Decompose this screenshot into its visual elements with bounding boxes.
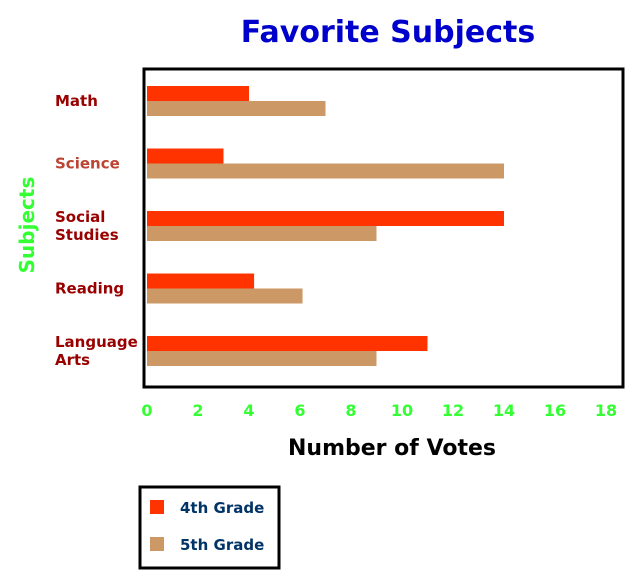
bar-5th-4 (147, 351, 377, 366)
legend-label: 4th Grade (180, 499, 264, 517)
bar-5th-3 (147, 288, 303, 304)
x-tick-label: 14 (493, 401, 515, 420)
bar-5th-0 (147, 101, 326, 116)
legend-swatch (150, 500, 164, 514)
bar-4th-2 (147, 211, 504, 226)
x-tick-label: 10 (391, 401, 413, 420)
bar-5th-2 (147, 226, 377, 241)
x-tick-label: 18 (595, 401, 617, 420)
category-label: Social (55, 208, 105, 226)
x-tick-labels: 0 2 4 6 8 10 12 14 16 18 (141, 401, 617, 420)
x-tick-label: 16 (544, 401, 566, 420)
x-tick-label: 6 (294, 401, 305, 420)
legend: 4th Grade 5th Grade (138, 485, 281, 570)
plot-frame (142, 67, 625, 389)
x-tick-label: 8 (345, 401, 356, 420)
legend-swatch (150, 537, 164, 551)
category-label: Arts (55, 351, 90, 369)
x-tick-label: 0 (141, 401, 152, 420)
x-tick-label: 2 (192, 401, 203, 420)
bars-group (147, 86, 504, 366)
bar-4th-4 (147, 336, 428, 351)
bar-4th-3 (147, 273, 255, 289)
legend-frame (138, 485, 281, 570)
x-tick-label: 4 (243, 401, 254, 420)
category-label: Studies (55, 226, 119, 244)
bar-5th-1 (147, 163, 504, 179)
x-axis-label: Number of Votes (288, 436, 496, 461)
chart-title: Favorite Subjects (241, 15, 535, 50)
category-label: Language (55, 333, 138, 351)
category-label: Math (55, 92, 98, 110)
category-label: Science (55, 155, 120, 173)
category-label: Reading (55, 280, 124, 298)
bar-4th-1 (147, 148, 224, 164)
x-tick-label: 12 (442, 401, 464, 420)
y-axis-label: Subjects (15, 177, 39, 274)
bar-4th-0 (147, 86, 249, 101)
y-axis-label-group: Subjects (15, 177, 39, 274)
legend-label: 5th Grade (180, 536, 264, 554)
